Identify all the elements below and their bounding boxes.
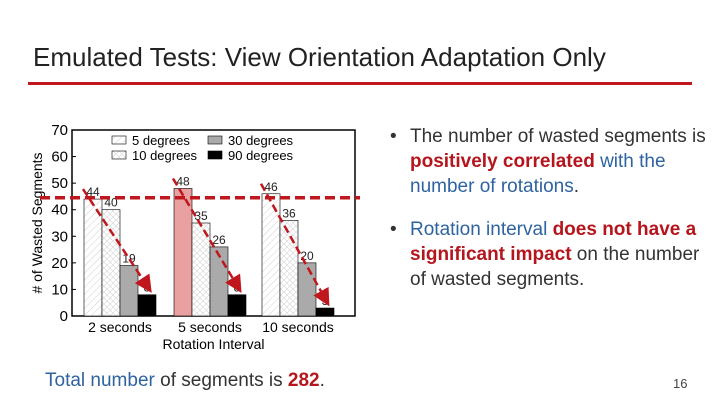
legend-label: 30 degrees xyxy=(228,133,294,148)
bar xyxy=(297,262,317,317)
bullet-dot-icon: • xyxy=(390,126,397,147)
text-run-plain: of segments is xyxy=(154,370,288,391)
data-label: 35 xyxy=(194,209,208,223)
legend-swatch xyxy=(207,150,223,160)
y-tick-label: 30 xyxy=(51,228,68,245)
trend-arrow xyxy=(259,183,330,307)
legend-swatch xyxy=(111,150,127,160)
text-run-blue: Total number xyxy=(45,370,155,391)
legend-label: 5 degrees xyxy=(132,133,190,148)
y-tick-label: 0 xyxy=(60,308,68,325)
x-tick-label: 5 seconds xyxy=(178,319,242,335)
y-tick-label: 40 xyxy=(51,202,68,219)
text-run-plain: . xyxy=(573,176,579,197)
x-tick-label: 10 seconds xyxy=(262,319,334,335)
y-tick-label: 10 xyxy=(51,281,68,298)
data-label: 26 xyxy=(212,233,226,247)
bullet-dot-icon: • xyxy=(390,219,397,240)
bar xyxy=(119,265,139,317)
text-run-blue: with the number of rotations xyxy=(410,151,666,197)
data-label: 46 xyxy=(264,180,278,194)
bullet-item: • The number of wasted segments is positi… xyxy=(390,124,712,199)
x-axis-label: Rotation Interval xyxy=(163,336,265,352)
bullet-list: • The number of wasted segments is positi… xyxy=(390,124,712,310)
bar xyxy=(101,209,121,317)
y-axis-label: # of Wasted Segments xyxy=(29,152,45,293)
bar xyxy=(315,307,335,317)
footer-note: Total number of segments is 282. xyxy=(45,370,325,392)
trend-arrow xyxy=(171,177,242,294)
legend-label: 10 degrees xyxy=(132,148,198,163)
bar xyxy=(227,294,247,317)
bar xyxy=(279,220,299,317)
bar xyxy=(173,188,193,317)
legend-swatch xyxy=(207,135,223,145)
text-run-red: does not have a significant impact xyxy=(410,219,697,265)
data-label: 48 xyxy=(176,174,190,188)
slide-number: 16 xyxy=(673,376,688,391)
data-label: 44 xyxy=(86,185,100,199)
x-tick-label: 2 seconds xyxy=(88,319,152,335)
title-divider xyxy=(28,82,692,85)
text-run-red: positively correlated xyxy=(410,151,595,172)
text-run-plain: The number of wasted segments is xyxy=(410,126,706,147)
bar xyxy=(137,294,157,317)
data-label: 36 xyxy=(282,206,296,220)
bullet-item: • Rotation interval does not have a signi… xyxy=(390,217,712,292)
y-tick-label: 70 xyxy=(51,122,68,139)
legend-label: 90 degrees xyxy=(228,148,294,163)
text-run-plain: . xyxy=(319,370,325,391)
text-run-plain: on the number of wasted segments. xyxy=(410,244,700,290)
y-tick-label: 20 xyxy=(51,255,68,272)
y-tick-label: 50 xyxy=(51,175,68,192)
bar xyxy=(261,193,281,317)
text-run-blue: Rotation interval xyxy=(410,219,548,240)
legend-swatch xyxy=(111,135,127,145)
data-label: 20 xyxy=(300,249,314,263)
y-tick-label: 60 xyxy=(51,149,68,166)
slide-title: Emulated Tests: View Orientation Adaptat… xyxy=(33,42,606,72)
bar-chart: 0 10 20 30 40 50 60 70 # of Wasted Segments Rotat… xyxy=(29,122,360,352)
text-run-red: 282 xyxy=(287,370,320,391)
bar xyxy=(83,198,103,317)
trend-arrow xyxy=(81,188,152,293)
